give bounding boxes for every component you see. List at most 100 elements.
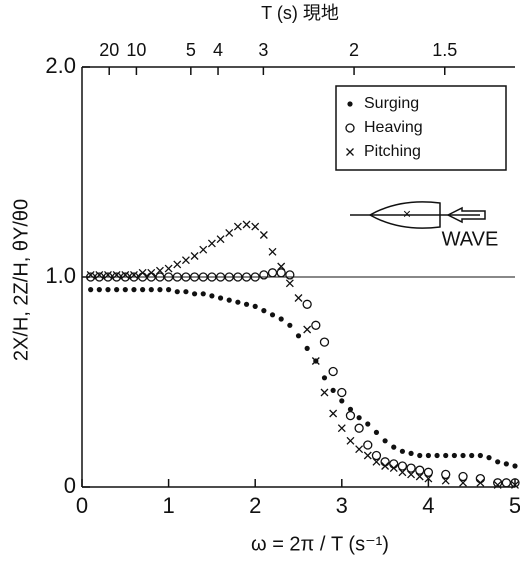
dot xyxy=(148,287,154,293)
cross xyxy=(511,480,519,489)
open-circle xyxy=(189,272,200,282)
dot xyxy=(105,287,111,293)
open-circle xyxy=(267,268,278,278)
open-circle xyxy=(328,366,338,377)
open-circle xyxy=(241,272,252,282)
open-circle xyxy=(389,459,399,469)
y-tick-label: 1.0 xyxy=(45,263,76,288)
dot xyxy=(417,452,423,459)
open-circle xyxy=(181,272,191,282)
dot xyxy=(261,308,267,314)
open-circle xyxy=(224,272,234,282)
cross xyxy=(441,476,450,485)
open-circle xyxy=(397,461,408,471)
dot xyxy=(140,287,146,293)
cross xyxy=(337,424,346,433)
open-circle xyxy=(120,272,130,282)
cross xyxy=(398,468,407,477)
y-tick-label: 0 xyxy=(64,473,76,498)
dot xyxy=(278,316,284,322)
dot xyxy=(365,421,371,427)
dot xyxy=(166,287,172,293)
cross xyxy=(285,279,294,288)
dot xyxy=(243,301,250,307)
dot xyxy=(477,452,483,459)
annotation: WAVE xyxy=(442,228,499,250)
cross xyxy=(381,462,390,470)
open-circle xyxy=(198,272,208,282)
cross xyxy=(173,260,182,269)
open-circle xyxy=(501,478,511,488)
cross xyxy=(259,231,268,239)
top-tick-label: 5 xyxy=(186,40,196,60)
cross xyxy=(242,220,251,229)
cross xyxy=(424,474,433,483)
cross xyxy=(415,472,424,481)
open-circle xyxy=(94,272,104,282)
top-tick-label: 2 xyxy=(349,40,359,60)
top-tick-label: 4 xyxy=(213,40,223,60)
cross xyxy=(493,480,502,489)
open-circle xyxy=(276,268,286,278)
top-axis-label: T (s) 現地 xyxy=(261,3,339,23)
dot xyxy=(391,444,397,450)
open-circle xyxy=(285,270,295,280)
open-circle xyxy=(207,272,217,282)
dot xyxy=(131,287,137,293)
cross xyxy=(251,222,260,231)
open-circle xyxy=(458,471,468,482)
dot xyxy=(157,287,163,293)
open-circle xyxy=(493,478,503,488)
legend-label: Surging xyxy=(364,95,419,112)
dot xyxy=(183,289,189,295)
cross xyxy=(355,445,364,454)
cross xyxy=(216,235,225,244)
open-circle xyxy=(423,467,434,477)
open-circle xyxy=(406,463,416,473)
cross xyxy=(407,470,416,479)
cross xyxy=(372,457,381,466)
dot xyxy=(209,293,215,299)
cross xyxy=(459,478,467,487)
cross xyxy=(199,245,208,254)
top-tick-label: 10 xyxy=(126,40,146,60)
cross xyxy=(320,388,329,397)
open-circle xyxy=(319,337,330,347)
dot xyxy=(191,291,198,297)
dot xyxy=(330,387,336,393)
open-circle xyxy=(215,272,226,282)
open-circle xyxy=(111,272,122,282)
dot xyxy=(339,398,345,404)
open-circle xyxy=(86,272,96,282)
cross xyxy=(181,256,190,265)
y-axis-label: 2X/H, 2Z/H, θY/θ0 xyxy=(10,199,32,361)
cross xyxy=(155,266,164,275)
open-circle xyxy=(345,410,356,421)
open-circle xyxy=(233,272,243,282)
dot xyxy=(356,415,362,421)
cross xyxy=(121,270,130,279)
cross xyxy=(112,270,121,279)
cross xyxy=(389,464,398,473)
cross xyxy=(130,270,138,279)
ship-diagram xyxy=(350,201,486,229)
cross xyxy=(86,270,95,279)
open-circle xyxy=(129,272,139,282)
dot xyxy=(269,312,276,318)
cross xyxy=(303,325,312,334)
open-circle xyxy=(354,423,364,433)
open-circle xyxy=(337,387,347,398)
cross xyxy=(294,294,303,302)
open-circle xyxy=(172,272,182,282)
cross xyxy=(138,268,147,277)
dot xyxy=(469,452,475,459)
dot xyxy=(460,452,466,459)
x-axis-label: ω = 2π / T (s⁻¹) xyxy=(251,533,389,555)
open-circle xyxy=(155,272,165,282)
open-circle xyxy=(163,272,174,282)
dot xyxy=(495,459,501,465)
x-tick-label: 4 xyxy=(422,493,434,518)
cross xyxy=(268,247,277,256)
open-circle xyxy=(311,320,321,330)
dot xyxy=(287,322,293,328)
